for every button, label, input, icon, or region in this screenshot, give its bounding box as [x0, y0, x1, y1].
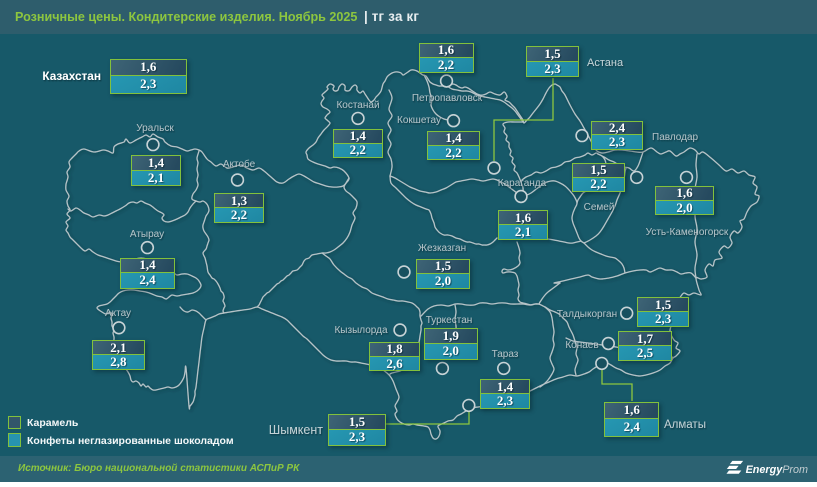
svg-text:Талдыкорган: Талдыкорган	[557, 309, 617, 320]
svg-text:Петропавловск: Петропавловск	[412, 93, 483, 104]
svg-text:Алматы: Алматы	[664, 419, 706, 431]
svg-text:Актобе: Актобе	[223, 158, 256, 170]
svg-text:Кокшетау: Кокшетау	[397, 115, 441, 126]
svg-text:Шымкент: Шымкент	[269, 423, 323, 437]
svg-text:Усть-Каменогорск: Усть-Каменогорск	[646, 227, 729, 238]
svg-text:Кызылорда: Кызылорда	[334, 325, 387, 336]
svg-text:Павлодар: Павлодар	[652, 132, 699, 143]
svg-text:Костанай: Костанай	[336, 100, 379, 111]
svg-text:Караганда: Караганда	[498, 178, 547, 189]
svg-text:Уральск: Уральск	[136, 123, 174, 134]
svg-text:Актау: Актау	[105, 308, 131, 319]
svg-text:Атырау: Атырау	[130, 229, 164, 240]
svg-text:Астана: Астана	[587, 57, 624, 69]
svg-text:Жезказган: Жезказган	[418, 243, 466, 254]
svg-text:Тараз: Тараз	[492, 349, 519, 360]
svg-text:Семей: Семей	[584, 202, 615, 213]
svg-text:Туркестан: Туркестан	[426, 315, 473, 326]
svg-text:Казахстан: Казахстан	[42, 69, 101, 83]
svg-text:Конаев: Конаев	[565, 340, 598, 351]
